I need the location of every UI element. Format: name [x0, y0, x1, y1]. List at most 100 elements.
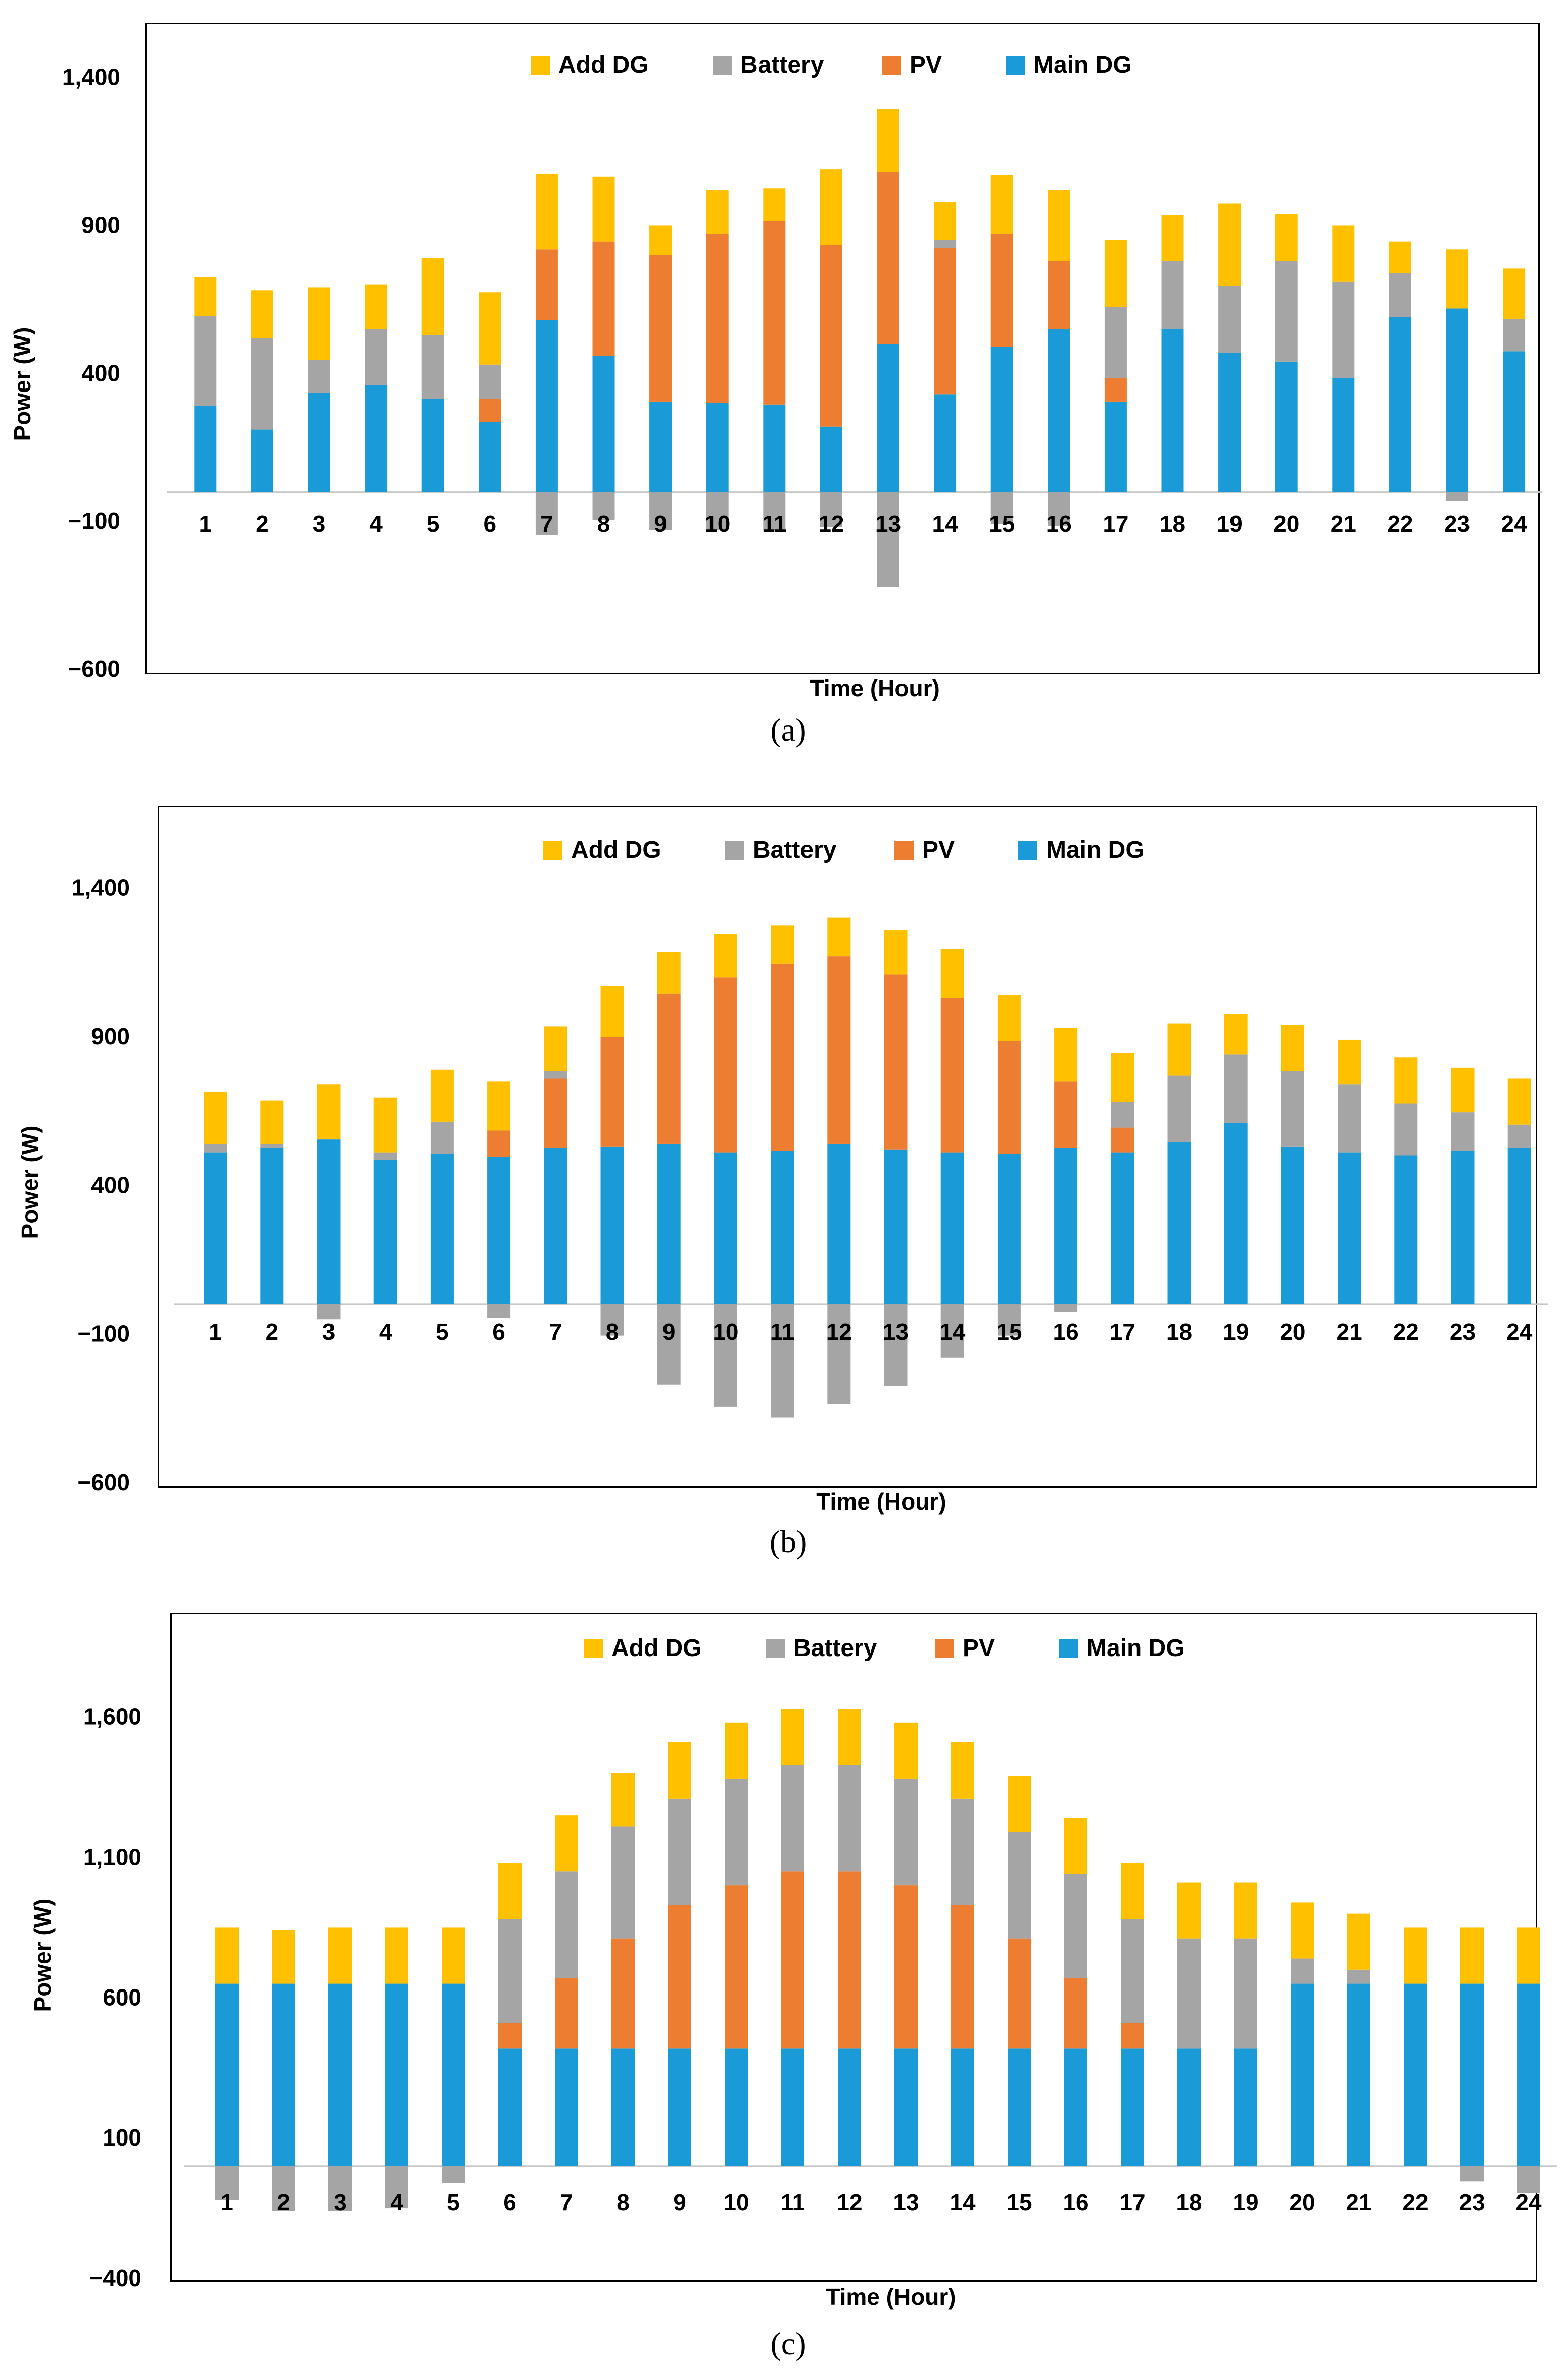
bar-pv-b-16	[1054, 1081, 1078, 1148]
bar-main-dg-c-4	[385, 1983, 408, 2166]
bar-pv-a-16	[1048, 261, 1070, 329]
bar-battery-a-21	[1332, 281, 1355, 378]
bar-add-dg-c-23	[1460, 1927, 1484, 1984]
bar-main-dg-a-21	[1332, 378, 1355, 492]
bar-main-dg-c-17	[1121, 2048, 1144, 2166]
x-tick-label-c-12: 12	[836, 2189, 862, 2215]
bar-battery-b-12	[827, 1304, 851, 1404]
legend-swatch-add-dg-a	[531, 56, 550, 75]
bar-battery-a-8	[592, 492, 615, 520]
bar-main-dg-c-1	[215, 1983, 239, 2166]
bar-pv-b-15	[997, 1041, 1021, 1154]
bar-battery-a-15	[990, 492, 1013, 524]
bar-pv-c-16	[1064, 1978, 1087, 2049]
y-tick-label-a-4: 1,400	[62, 64, 120, 90]
bar-add-dg-b-10	[714, 934, 737, 978]
bar-add-dg-c-6	[498, 1863, 522, 1919]
bar-main-dg-c-11	[781, 2048, 804, 2166]
bar-add-dg-b-6	[487, 1081, 511, 1131]
bar-battery-a-2	[251, 338, 273, 430]
bar-main-dg-a-18	[1161, 329, 1184, 492]
x-tick-label-a-14: 14	[932, 511, 959, 537]
bar-main-dg-b-15	[997, 1154, 1021, 1304]
bar-add-dg-c-1	[215, 1927, 239, 1984]
bar-main-dg-b-18	[1167, 1142, 1191, 1304]
bar-add-dg-a-2	[251, 290, 273, 338]
bar-main-dg-c-9	[668, 2048, 691, 2166]
bar-add-dg-c-18	[1177, 1882, 1201, 1939]
bar-battery-c-1	[215, 2166, 239, 2200]
bar-pv-b-6	[487, 1130, 511, 1157]
caption-c: (c)	[770, 2325, 807, 2361]
x-tick-label-b-7: 7	[549, 1319, 562, 1345]
bar-battery-b-9	[657, 1304, 681, 1385]
bar-battery-b-22	[1394, 1103, 1418, 1156]
bar-pv-b-12	[827, 956, 851, 1144]
legend-swatch-pv-b	[894, 841, 914, 860]
bar-add-dg-b-2	[260, 1100, 284, 1144]
bar-pv-c-10	[725, 1885, 748, 2049]
x-tick-label-b-6: 6	[492, 1319, 505, 1345]
bar-battery-c-16	[1064, 1874, 1087, 1978]
x-tick-label-a-9: 9	[654, 511, 667, 537]
bar-battery-c-9	[668, 1798, 691, 1905]
bar-main-dg-c-19	[1234, 2048, 1257, 2166]
y-tick-label-c-2: 600	[103, 1984, 141, 2010]
bar-add-dg-b-20	[1281, 1025, 1304, 1071]
bar-add-dg-a-12	[820, 169, 842, 245]
legend-label-add-dg-c: Add DG	[611, 1635, 702, 1662]
bar-main-dg-b-8	[600, 1146, 624, 1304]
bar-battery-c-5	[442, 2166, 465, 2183]
bar-main-dg-c-14	[951, 2048, 974, 2166]
bar-pv-c-17	[1121, 2023, 1144, 2049]
x-tick-label-a-19: 19	[1217, 511, 1243, 537]
bar-add-dg-b-11	[771, 925, 794, 964]
x-tick-label-a-13: 13	[875, 511, 901, 537]
bar-pv-a-11	[763, 221, 786, 405]
legend-swatch-battery-b	[725, 841, 744, 860]
bar-add-dg-a-18	[1161, 215, 1184, 261]
bar-main-dg-c-23	[1460, 1983, 1484, 2166]
bar-battery-b-3	[317, 1304, 341, 1320]
bar-main-dg-b-7	[544, 1148, 567, 1304]
x-tick-label-b-5: 5	[436, 1319, 449, 1345]
bar-add-dg-a-6	[479, 292, 501, 365]
x-tick-label-c-3: 3	[334, 2189, 347, 2215]
bar-battery-a-7	[535, 492, 558, 535]
bar-main-dg-a-7	[535, 320, 558, 492]
bar-add-dg-a-19	[1218, 203, 1241, 286]
bar-add-dg-b-9	[657, 952, 681, 994]
legend-swatch-main-dg-c	[1059, 1639, 1078, 1658]
x-tick-label-c-24: 24	[1515, 2189, 1542, 2215]
bar-pv-a-13	[877, 172, 899, 344]
bar-main-dg-a-10	[706, 403, 729, 492]
bar-battery-c-18	[1177, 1938, 1201, 2049]
bar-add-dg-c-17	[1121, 1863, 1144, 1919]
x-tick-label-b-1: 1	[209, 1319, 222, 1345]
bar-main-dg-a-11	[763, 404, 786, 492]
bar-pv-c-9	[668, 1905, 691, 2049]
bar-pv-a-14	[934, 248, 957, 395]
bar-main-dg-c-8	[611, 2048, 635, 2166]
x-tick-label-c-8: 8	[617, 2189, 630, 2215]
bar-battery-b-2	[260, 1143, 284, 1148]
y-tick-label-b-4: 1,400	[72, 875, 130, 901]
x-tick-label-a-4: 4	[369, 511, 383, 537]
bar-add-dg-b-12	[827, 917, 851, 957]
bar-main-dg-c-12	[838, 2048, 861, 2166]
bar-battery-b-21	[1338, 1084, 1361, 1153]
x-tick-label-b-15: 15	[996, 1319, 1022, 1345]
bar-add-dg-a-8	[592, 176, 615, 242]
y-tick-label-a-3: 900	[81, 212, 120, 238]
x-tick-label-a-18: 18	[1160, 511, 1186, 537]
bar-pv-b-14	[940, 998, 964, 1153]
bar-add-dg-a-15	[990, 175, 1013, 234]
bar-add-dg-a-16	[1048, 190, 1070, 261]
legend-swatch-main-dg-b	[1018, 841, 1037, 860]
bar-pv-b-13	[884, 974, 908, 1150]
bar-pv-b-9	[657, 993, 681, 1144]
bar-battery-c-3	[328, 2166, 352, 2211]
bar-add-dg-c-13	[894, 1722, 918, 1779]
